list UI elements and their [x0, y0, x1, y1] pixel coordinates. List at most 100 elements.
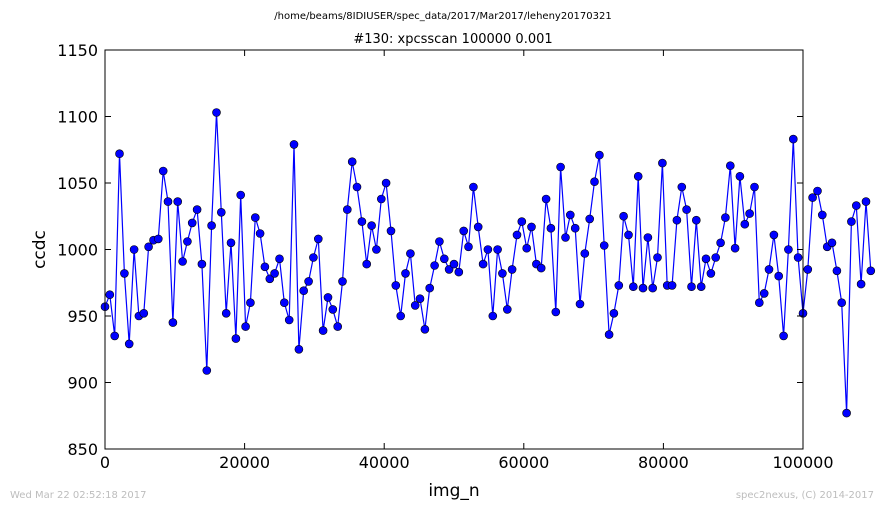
- data-point: [246, 298, 255, 308]
- data-point: [139, 308, 149, 318]
- data-point: [454, 267, 464, 277]
- data-point: [473, 222, 483, 232]
- data-point: [609, 308, 619, 318]
- data-point: [124, 339, 134, 349]
- data-point: [338, 277, 347, 286]
- data-point: [648, 283, 658, 293]
- data-point: [478, 259, 488, 269]
- data-point: [754, 298, 764, 308]
- data-point: [304, 277, 313, 286]
- data-point: [624, 230, 633, 240]
- x-tick-label: 0: [100, 453, 110, 472]
- data-point: [226, 238, 236, 248]
- data-point: [289, 140, 299, 149]
- data-point: [168, 318, 178, 327]
- data-point: [658, 158, 667, 168]
- data-point: [832, 266, 842, 276]
- data-point: [536, 263, 546, 273]
- data-point: [672, 215, 682, 225]
- data-point: [241, 322, 250, 331]
- data-point: [585, 214, 595, 224]
- data-point: [313, 234, 323, 244]
- suptitle: /home/beams/8IDIUSER/spec_data/2017/Mar2…: [274, 11, 611, 22]
- data-point: [628, 282, 638, 292]
- data-point: [129, 245, 139, 254]
- data-point: [449, 259, 459, 269]
- data-point: [275, 254, 284, 264]
- data-point: [735, 172, 745, 181]
- data-point: [517, 217, 527, 226]
- data-point: [299, 286, 309, 296]
- data-point: [260, 262, 270, 272]
- data-point: [197, 259, 207, 269]
- data-point: [847, 217, 856, 226]
- chart-title: #130: xpcsscan 100000 0.001: [353, 32, 552, 47]
- data-point: [677, 182, 687, 192]
- data-point: [158, 166, 168, 176]
- data-point: [643, 233, 653, 242]
- data-point: [764, 265, 774, 274]
- data-point: [367, 221, 376, 230]
- data-point: [236, 190, 245, 200]
- data-point: [410, 301, 420, 310]
- data-point: [614, 281, 624, 290]
- y-tick-label: 850: [67, 440, 98, 459]
- data-point: [851, 201, 861, 210]
- data-point: [507, 265, 517, 274]
- data-point: [270, 269, 279, 278]
- data-point: [231, 334, 241, 343]
- data-point: [192, 205, 202, 214]
- data-point: [493, 245, 502, 254]
- data-point: [415, 294, 425, 304]
- x-tick-label: 60000: [498, 453, 549, 472]
- data-point: [808, 193, 817, 202]
- data-point: [173, 197, 182, 206]
- data-point: [357, 217, 367, 226]
- data-point: [221, 308, 231, 318]
- data-point: [750, 182, 759, 192]
- data-point: [251, 213, 260, 222]
- data-point: [725, 161, 735, 170]
- data-point: [391, 281, 401, 290]
- data-point: [861, 197, 871, 206]
- axis-ticks: 0 20000 40000 60000 80000 100000 850 900 950 1000…: [57, 41, 833, 472]
- data-point: [638, 283, 648, 293]
- data-point: [604, 330, 614, 339]
- footer-credit: spec2nexus, (C) 2014-2017: [736, 490, 874, 501]
- data-point: [793, 253, 803, 262]
- x-axis-label: img_n: [428, 481, 479, 501]
- data-point: [294, 344, 304, 354]
- data-point: [187, 218, 197, 228]
- data-point: [178, 257, 187, 266]
- data-point: [730, 243, 740, 253]
- data-point: [570, 223, 580, 233]
- data-point: [444, 265, 454, 274]
- data-point: [653, 253, 662, 262]
- data-point: [163, 197, 173, 206]
- data-point: [323, 293, 333, 302]
- data-point: [716, 238, 725, 248]
- data-point: [565, 210, 575, 220]
- data-point: [779, 331, 788, 341]
- data-point: [406, 249, 415, 258]
- data-point: [255, 229, 265, 238]
- data-point: [439, 254, 449, 264]
- series-line: [104, 112, 872, 414]
- data-point: [721, 213, 730, 222]
- data-point: [512, 230, 522, 240]
- data-point: [212, 108, 221, 117]
- data-point: [469, 182, 478, 192]
- data-point: [342, 205, 352, 214]
- data-point: [575, 299, 585, 309]
- data-point: [556, 162, 565, 172]
- data-point: [580, 249, 590, 258]
- data-point: [328, 305, 338, 314]
- data-point: [551, 307, 561, 317]
- data-point: [696, 282, 706, 292]
- data-point: [396, 311, 406, 321]
- data-point: [813, 186, 822, 196]
- y-axis-label: ccdc: [30, 230, 50, 269]
- data-point: [691, 215, 701, 225]
- y-tick-label: 900: [67, 374, 98, 393]
- data-point: [837, 298, 847, 308]
